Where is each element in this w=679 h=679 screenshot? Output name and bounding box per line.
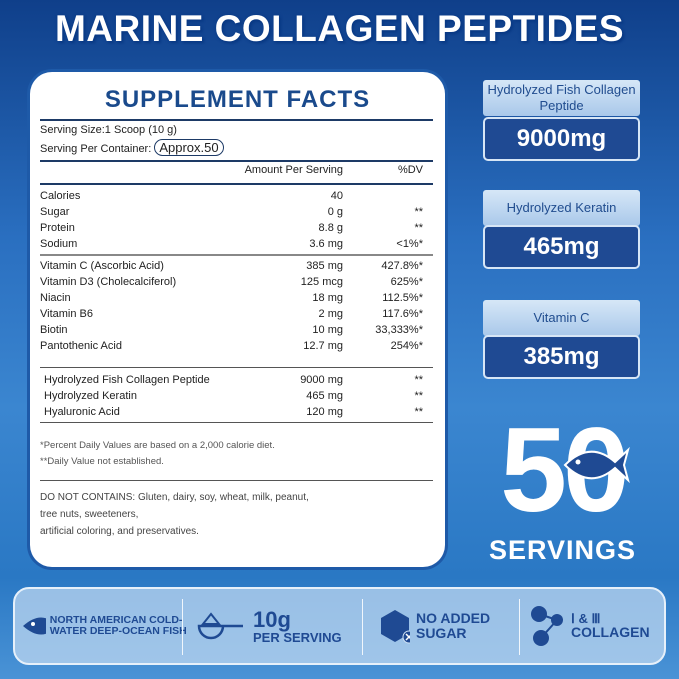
divider — [40, 422, 433, 423]
divider — [40, 367, 433, 368]
fact-name: Pantothenic Acid — [40, 340, 122, 352]
divider — [40, 183, 433, 185]
highlight-value-collagen: 9000mg — [483, 117, 640, 161]
highlight-label-vitamin-c: Vitamin C — [483, 300, 640, 336]
fact-dv: 112.5%* — [382, 292, 423, 304]
features-bar: NORTH AMERICAN COLD-WATER DEEP-OCEAN FIS… — [13, 587, 666, 665]
fact-name: Sugar — [40, 206, 70, 218]
fact-name: Vitamin C (Ascorbic Acid) — [40, 260, 164, 272]
molecule-icon — [531, 606, 563, 646]
fact-name: Hydrolyzed Fish Collagen Peptide — [44, 374, 210, 386]
fact-name: Vitamin B6 — [40, 308, 93, 320]
scoop-icon — [197, 612, 243, 640]
fact-amount: 12.7 mg — [303, 340, 343, 352]
feature-fish-source: NORTH AMERICAN COLD-WATER DEEP-OCEAN FIS… — [21, 589, 189, 663]
divider — [519, 599, 520, 655]
fact-name: Calories — [40, 190, 81, 202]
divider — [40, 119, 433, 121]
divider — [40, 480, 433, 481]
fact-dv: ** — [414, 206, 423, 218]
highlight-label-keratin: Hydrolyzed Keratin — [483, 190, 640, 226]
fact-dv: ** — [414, 390, 423, 402]
fact-name: Vitamin D3 (Cholecalciferol) — [40, 276, 177, 288]
fact-amount: 120 mg — [306, 406, 343, 418]
fact-amount: 3.6 mg — [309, 238, 343, 250]
feature-dose: 10g PER SERVING — [195, 589, 360, 663]
page-title: MARINE COLLAGEN PEPTIDES — [54, 8, 625, 49]
divider — [40, 160, 433, 162]
fact-dv: 625%* — [390, 276, 423, 288]
footnote-dv: *Percent Daily Values are based on a 2,0… — [40, 440, 275, 451]
fact-amount: 18 mg — [312, 292, 343, 304]
fact-dv: ** — [414, 374, 423, 386]
divider — [182, 599, 183, 655]
fact-amount: 125 mcg — [300, 276, 343, 288]
sugar-cube-icon — [381, 610, 410, 644]
col-amount: Amount Per Serving — [244, 164, 343, 176]
fact-name: Hydrolyzed Keratin — [44, 390, 137, 402]
fact-name: Niacin — [40, 292, 71, 304]
highlight-value-vitamin-c: 385mg — [483, 335, 640, 379]
fact-amount: 40 — [330, 190, 343, 202]
serving-per-container-label: Serving Per Container: — [40, 143, 152, 155]
serving-per-container: Serving Per Container: Approx.50 — [40, 139, 224, 156]
fact-amount: 385 mg — [306, 260, 343, 272]
col-dv: %DV — [397, 164, 423, 176]
highlight-value-keratin: 465mg — [483, 225, 640, 269]
fact-name: Hyaluronic Acid — [44, 406, 120, 418]
fact-amount: 2 mg — [318, 308, 343, 320]
feature-collagen-types: Ⅰ & Ⅲ COLLAGEN — [529, 589, 669, 663]
fact-amount: 8.8 g — [318, 222, 343, 234]
divider — [362, 599, 363, 655]
fact-amount: 10 mg — [312, 324, 343, 336]
fish-icon — [563, 446, 630, 484]
fact-dv: 427.8%* — [381, 260, 423, 272]
servings-label: SERVINGS — [488, 535, 637, 565]
fact-amount: 465 mg — [306, 390, 343, 402]
fact-dv: ** — [414, 406, 423, 418]
facts-heading: SUPPLEMENT FACTS — [104, 86, 371, 113]
fact-dv: 117.6%* — [382, 308, 423, 320]
highlight-label-collagen: Hydrolyzed Fish Collagen Peptide — [483, 80, 640, 116]
fact-dv: 254%* — [390, 340, 423, 352]
fact-dv: <1%* — [396, 238, 423, 250]
contains-line-2: tree nuts, sweeteners, — [40, 509, 139, 520]
contains-line-1: DO NOT CONTAINS: Gluten, dairy, soy, whe… — [40, 492, 309, 503]
fact-dv: 33,333%* — [375, 324, 423, 336]
fact-name: Biotin — [40, 324, 68, 336]
fact-name: Protein — [40, 222, 75, 234]
fish-icon — [23, 617, 46, 635]
fact-amount: 0 g — [327, 206, 343, 218]
feature-no-sugar: NO ADDED SUGAR — [377, 589, 517, 663]
divider — [40, 254, 433, 256]
contains-line-3: artificial coloring, and preservatives. — [40, 526, 199, 537]
footnote-not-established: **Daily Value not established. — [40, 456, 164, 467]
fact-dv: ** — [414, 222, 423, 234]
fact-amount: 9000 mg — [300, 374, 343, 386]
supplement-facts-panel: SUPPLEMENT FACTS Serving Size:1 Scoop (1… — [30, 72, 445, 567]
serving-per-container-value: Approx.50 — [154, 139, 224, 156]
fact-name: Sodium — [40, 238, 78, 250]
serving-size: Serving Size:1 Scoop (10 g) — [40, 124, 177, 136]
